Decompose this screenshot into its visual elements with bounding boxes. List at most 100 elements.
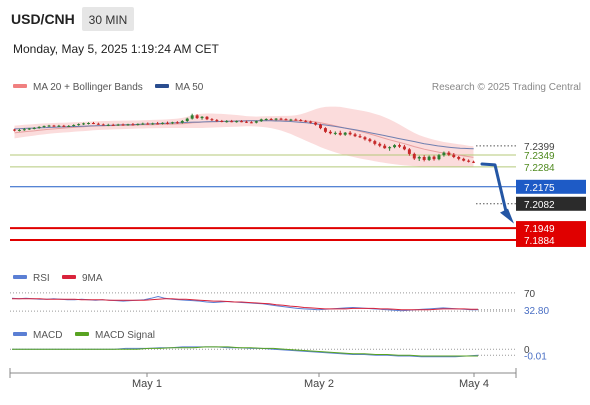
candle-body (457, 157, 461, 159)
price-levels (10, 145, 516, 241)
moving-averages (14, 119, 474, 158)
legend-label-rsi: RSI (33, 273, 50, 284)
resistance-level-label: 7.2349 (524, 151, 555, 162)
candle-body (77, 124, 81, 126)
candle-body (407, 149, 411, 154)
candle-body (37, 126, 41, 128)
candle-body (328, 131, 332, 134)
ma50-line (14, 120, 474, 150)
legend-label-ma20-bb: MA 20 + Bollinger Bands (33, 82, 143, 93)
candle-body (101, 124, 105, 126)
candle-body (200, 116, 204, 119)
credit-label: Research © 2025 Trading Central (432, 82, 581, 93)
candle-body (151, 123, 155, 125)
candle-body (264, 119, 268, 121)
timeframe-label: 30 MIN (89, 13, 128, 27)
candle-body (131, 124, 135, 126)
candle-body (235, 121, 239, 123)
candle-body (294, 119, 298, 121)
candle-body (378, 143, 382, 146)
legend-swatch-macd-signal (75, 332, 89, 336)
candle-body (259, 119, 263, 122)
support-level-tag (516, 221, 586, 236)
candle-body (12, 129, 16, 131)
symbol-title: USD/CNH (11, 11, 75, 27)
candle-body (348, 132, 352, 135)
candle-body (72, 125, 76, 127)
candle-body (447, 152, 451, 155)
candle-body (91, 123, 95, 125)
candle-body (353, 134, 357, 137)
candle-body (254, 121, 258, 123)
rsi-panel: 70 32.80 (10, 289, 549, 317)
candle-body (442, 152, 446, 156)
candle-body (87, 123, 90, 125)
candle-body (299, 120, 303, 122)
rsi-last-label: 32.80 (524, 306, 549, 317)
candle-body (62, 125, 66, 127)
candle-body (244, 121, 248, 123)
candle-body (309, 121, 313, 123)
candle-body (333, 132, 337, 134)
candle-body (136, 123, 140, 125)
candle-body (373, 141, 377, 144)
candle-body (323, 128, 327, 132)
candle-body (412, 153, 416, 159)
candle-body (368, 139, 372, 142)
candle-body (121, 124, 125, 126)
candle-body (383, 145, 387, 149)
candle-body (47, 125, 51, 127)
candle-body (314, 122, 318, 125)
candle-body (210, 119, 214, 121)
candle-body (32, 127, 36, 129)
candles (12, 113, 476, 164)
candle-body (225, 121, 229, 123)
candle-body (230, 121, 234, 123)
candle-body (146, 123, 150, 125)
x-axis-tick-label: May 2 (304, 378, 334, 390)
resistance-level-label: 7.2284 (524, 163, 555, 174)
candle-body (427, 156, 431, 160)
macd-panel: 0-0.01 (10, 345, 547, 362)
candle-body (319, 124, 322, 129)
candle-body (205, 116, 209, 120)
candle-body (96, 123, 100, 125)
legend-label-macd-signal: MACD Signal (95, 330, 155, 341)
candle-body (106, 124, 110, 126)
candle-body (111, 124, 115, 126)
candle-body (432, 156, 436, 160)
legend-label-macd: MACD (33, 330, 62, 341)
candle-body (180, 121, 184, 123)
legend-swatch-rsi (13, 275, 27, 279)
x-axis-tick-label: May 1 (132, 378, 162, 390)
candle-body (27, 128, 31, 130)
candle-body (67, 125, 71, 127)
candle-body (220, 121, 224, 123)
candle-body (452, 154, 456, 158)
candle-body (240, 121, 244, 123)
pivot-level-label: 7.2082 (524, 200, 555, 211)
candle-body (190, 115, 194, 119)
candle-body (82, 123, 86, 125)
candle-body (274, 118, 278, 120)
x-axis-tick-label: May 4 (459, 378, 489, 390)
candle-body (42, 125, 46, 127)
candle-body (185, 118, 189, 122)
candle-body (156, 123, 160, 125)
legend-label-ma50: MA 50 (175, 82, 204, 93)
support-level-label: 7.1884 (524, 236, 555, 247)
timeframe-badge[interactable] (82, 7, 134, 31)
candle-body (417, 157, 421, 159)
datetime-label: Monday, May 5, 2025 1:19:24 AM CET (13, 42, 220, 56)
candle-body (363, 137, 367, 140)
legend-swatch-macd (13, 332, 27, 336)
candle-body (462, 158, 466, 161)
candle-body (126, 124, 130, 126)
candle-body (52, 125, 56, 127)
candle-body (467, 160, 471, 162)
bollinger-bands (14, 106, 474, 168)
rsi-level-label: 70 (524, 289, 536, 300)
forecast-arrow (480, 162, 514, 224)
